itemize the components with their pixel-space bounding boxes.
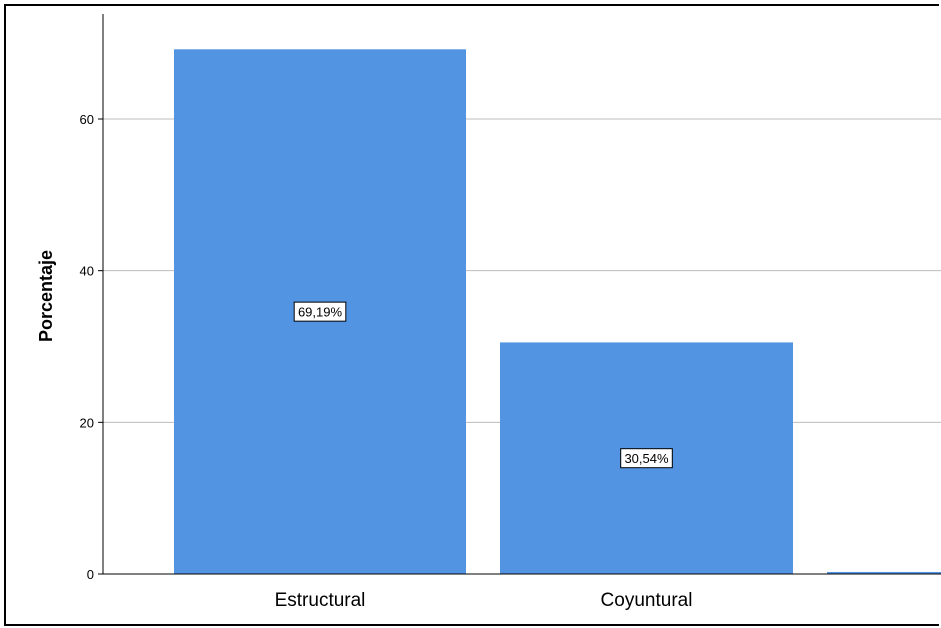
y-tick-label-60: 60 — [80, 112, 94, 127]
data-label-box — [620, 448, 673, 469]
data-label-text: 69,19% — [298, 305, 343, 320]
data-labels: 69,19% 30,54% — [293, 301, 673, 469]
data-label-0: 69,19% — [293, 301, 347, 322]
axes — [102, 14, 941, 575]
y-tick-label-20: 20 — [80, 415, 94, 430]
y-axis-label: Porcentaje — [36, 250, 56, 342]
data-label-1: 30,54% — [620, 448, 673, 469]
x-tick-labels: Estructural Coyuntural — [275, 590, 693, 611]
x-tick-label-coyuntural: Coyuntural — [601, 590, 693, 611]
bars — [174, 49, 941, 575]
x-tick-label-estructural: Estructural — [275, 590, 366, 611]
y-tick-label-0: 0 — [87, 567, 94, 582]
y-tick-label-40: 40 — [80, 264, 94, 279]
bar-other — [827, 571, 941, 574]
data-label-text: 30,54% — [624, 451, 669, 466]
y-tick-labels: 0 20 40 60 — [80, 112, 103, 582]
data-label-box — [293, 301, 347, 322]
